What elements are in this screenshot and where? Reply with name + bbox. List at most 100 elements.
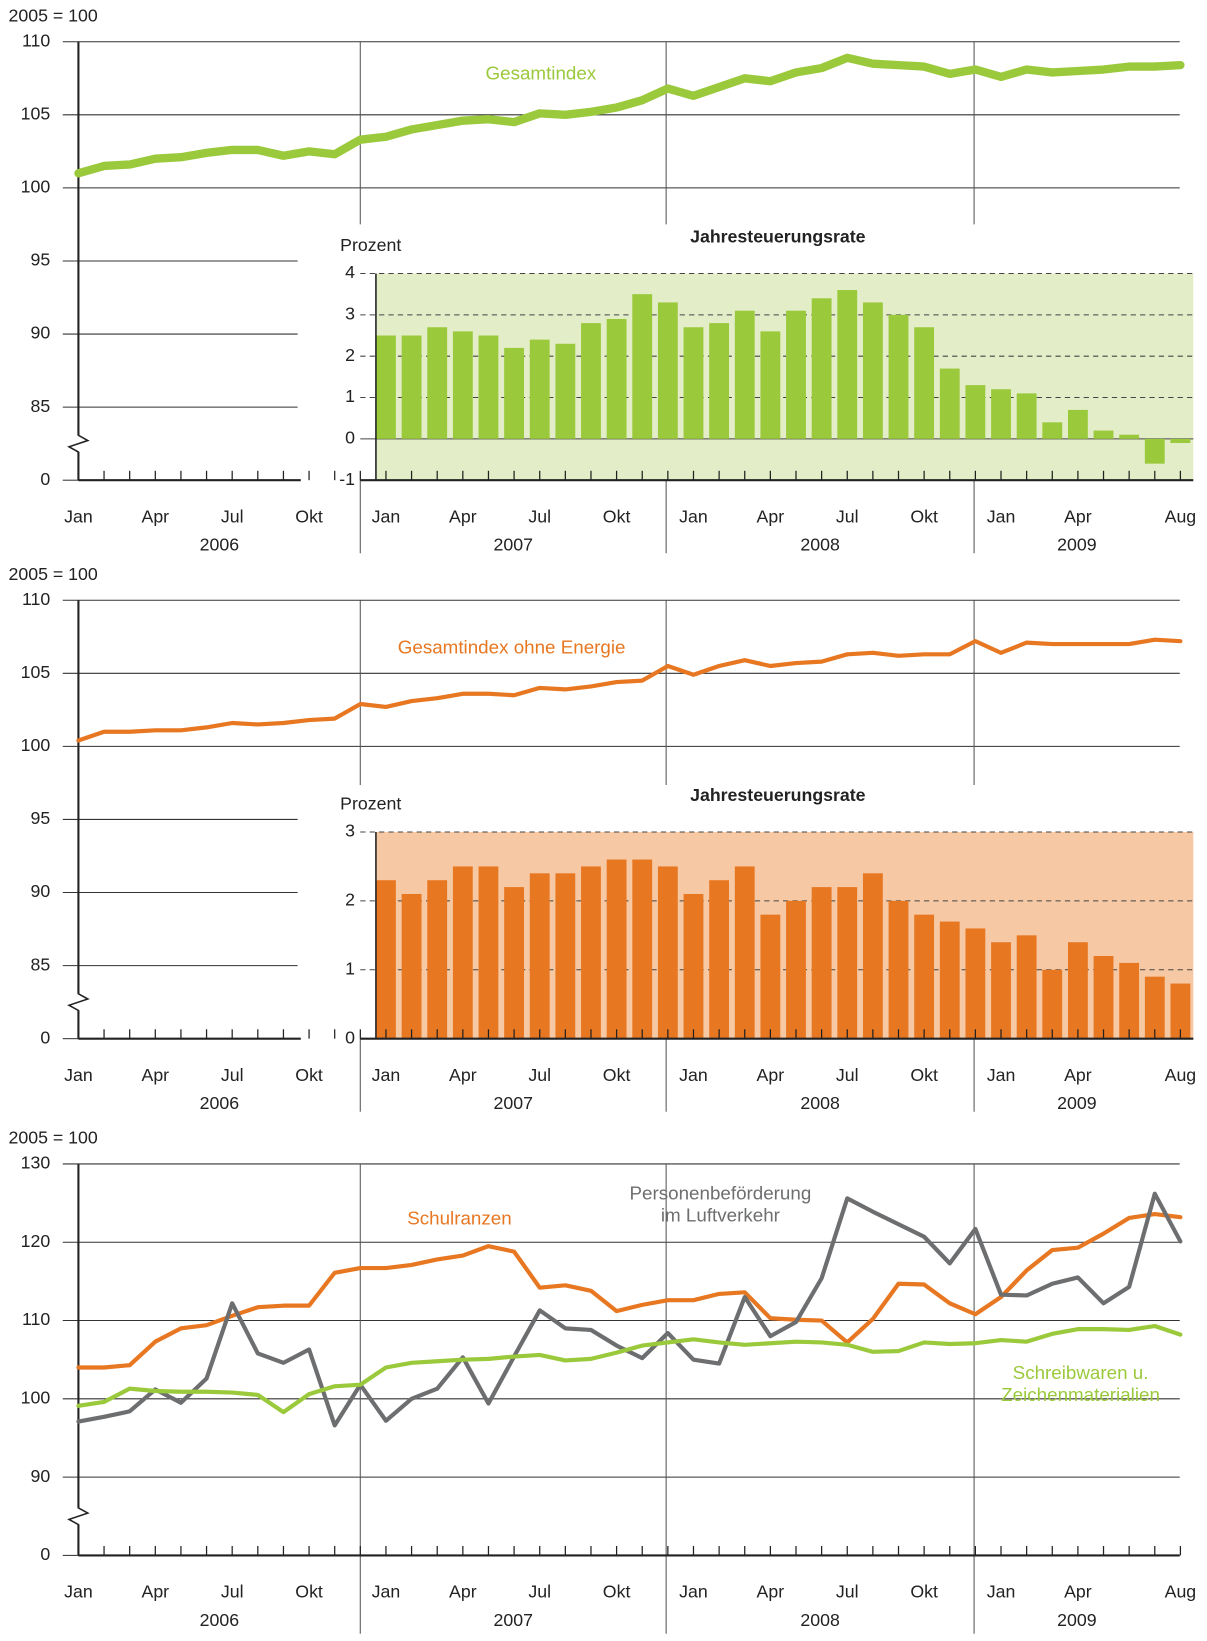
year-label: 2007 xyxy=(493,1093,532,1113)
inset-bar xyxy=(760,914,781,1039)
inset-bar xyxy=(888,314,909,439)
x-tick-label: Jul xyxy=(528,1582,551,1602)
inset-y-tick-label: 3 xyxy=(345,304,355,324)
x-tick-label: Apr xyxy=(141,1065,169,1085)
inset-y-tick-label: 2 xyxy=(345,345,355,365)
x-tick-label: Jan xyxy=(372,1582,401,1602)
inset-bar xyxy=(914,914,935,1039)
inset-bar xyxy=(478,335,499,439)
inset-bar xyxy=(581,323,601,439)
y-tick-label: 105 xyxy=(21,662,51,682)
x-tick-label: Okt xyxy=(295,1582,323,1602)
inset-bar xyxy=(401,335,422,439)
series-label-box: Schreibwaren u. Zeichenmaterialien xyxy=(1001,1362,1160,1406)
y-tick-label: 105 xyxy=(21,104,51,124)
x-tick-label: Okt xyxy=(910,1582,938,1602)
y-tick-label: 90 xyxy=(31,881,51,901)
x-tick-label: Jul xyxy=(836,506,859,526)
inset-y-tick-label: 1 xyxy=(345,386,355,406)
inset-bar xyxy=(657,302,678,439)
x-tick-label: Jan xyxy=(987,1582,1016,1602)
inset-bar xyxy=(991,389,1011,439)
inset-bar xyxy=(709,880,730,1039)
inset-y-tick-label: 2 xyxy=(345,890,355,910)
x-tick-label: Jul xyxy=(221,1065,244,1085)
year-label: 2007 xyxy=(493,1610,532,1630)
x-tick-label: Apr xyxy=(757,1582,785,1602)
inset-bar xyxy=(734,310,755,439)
year-label: 2006 xyxy=(200,1093,240,1113)
series-line xyxy=(76,1323,1183,1415)
y-tick-label: 85 xyxy=(31,954,51,974)
inset-bar xyxy=(504,347,525,439)
x-tick-label: Jan xyxy=(679,1582,708,1602)
y-tick-label: 90 xyxy=(31,323,51,343)
inset-bar xyxy=(427,327,448,439)
x-tick-label: Okt xyxy=(603,1065,631,1085)
y-tick-label: 0 xyxy=(40,1544,50,1564)
x-tick-label: Jan xyxy=(372,506,401,526)
inset-bar xyxy=(1067,409,1088,439)
x-tick-label: Jan xyxy=(679,1065,708,1085)
inset-bar xyxy=(555,343,576,439)
series-label-box: Gesamtindex ohne Energie xyxy=(397,636,626,658)
inset-bar xyxy=(811,887,832,1039)
inset-bar xyxy=(1144,976,1165,1039)
year-label: 2006 xyxy=(200,1610,240,1630)
inset-bar xyxy=(862,873,883,1039)
inset-bar xyxy=(632,859,653,1039)
x-tick-label: Apr xyxy=(141,506,169,526)
series-label-box: Gesamtindex xyxy=(486,63,597,84)
x-tick-label: Jul xyxy=(221,1582,244,1602)
inset-bar xyxy=(478,866,499,1039)
y-tick-label: 95 xyxy=(31,808,51,828)
year-label: 2008 xyxy=(800,535,840,555)
inset-y-tick-label: 0 xyxy=(345,428,355,448)
inset-bar xyxy=(1067,942,1088,1039)
x-tick-label: Apr xyxy=(141,1582,169,1602)
x-tick-label: Apr xyxy=(449,1065,477,1085)
x-tick-label: Aug xyxy=(1165,1065,1197,1085)
inset-bar xyxy=(529,873,550,1039)
y-tick-label: 130 xyxy=(21,1153,51,1173)
inset-bar xyxy=(965,928,986,1039)
series-line xyxy=(76,637,1183,743)
series-label: Schulranzen xyxy=(407,1207,512,1229)
inset-bar xyxy=(965,385,986,439)
series-label-box: Schulranzen xyxy=(407,1207,512,1229)
y-tick-label: 110 xyxy=(22,589,50,609)
x-tick-label: Jul xyxy=(528,1065,551,1085)
inset-bar xyxy=(888,900,909,1039)
x-tick-label: Okt xyxy=(295,1065,323,1085)
x-tick-label: Okt xyxy=(295,506,323,526)
x-tick-label: Jul xyxy=(528,506,551,526)
x-tick-label: Jan xyxy=(987,1065,1016,1085)
x-tick-label: Okt xyxy=(910,506,938,526)
inset-bar xyxy=(1016,935,1037,1039)
inset-bar xyxy=(1093,430,1114,439)
inset-bar xyxy=(939,368,960,439)
x-tick-label: Jan xyxy=(64,1065,93,1085)
inset-bar xyxy=(1042,969,1063,1039)
x-tick-label: Aug xyxy=(1165,506,1197,526)
series-label: Schreibwaren u. Zeichenmaterialien xyxy=(1001,1362,1160,1406)
axis-break xyxy=(67,431,90,457)
y-unit-label: 2005 = 100 xyxy=(8,5,97,25)
y-tick-label: 95 xyxy=(31,250,51,270)
series-label-box: Personenbeförderung im Luftverkehr xyxy=(630,1183,812,1226)
inset-bar xyxy=(606,859,627,1039)
inset-bar xyxy=(1170,438,1191,443)
year-label: 2008 xyxy=(800,1093,840,1113)
inset-bar xyxy=(632,294,653,439)
y-tick-label: 0 xyxy=(40,469,50,489)
x-tick-label: Okt xyxy=(910,1065,938,1085)
inset-bar xyxy=(1144,438,1165,464)
inset-bar xyxy=(1016,393,1037,439)
inset-bar xyxy=(760,331,781,439)
series-label: Gesamtindex ohne Energie xyxy=(397,636,626,658)
inset-bar xyxy=(786,310,806,439)
inset-bar xyxy=(709,323,730,439)
y-tick-label: 100 xyxy=(21,177,51,197)
